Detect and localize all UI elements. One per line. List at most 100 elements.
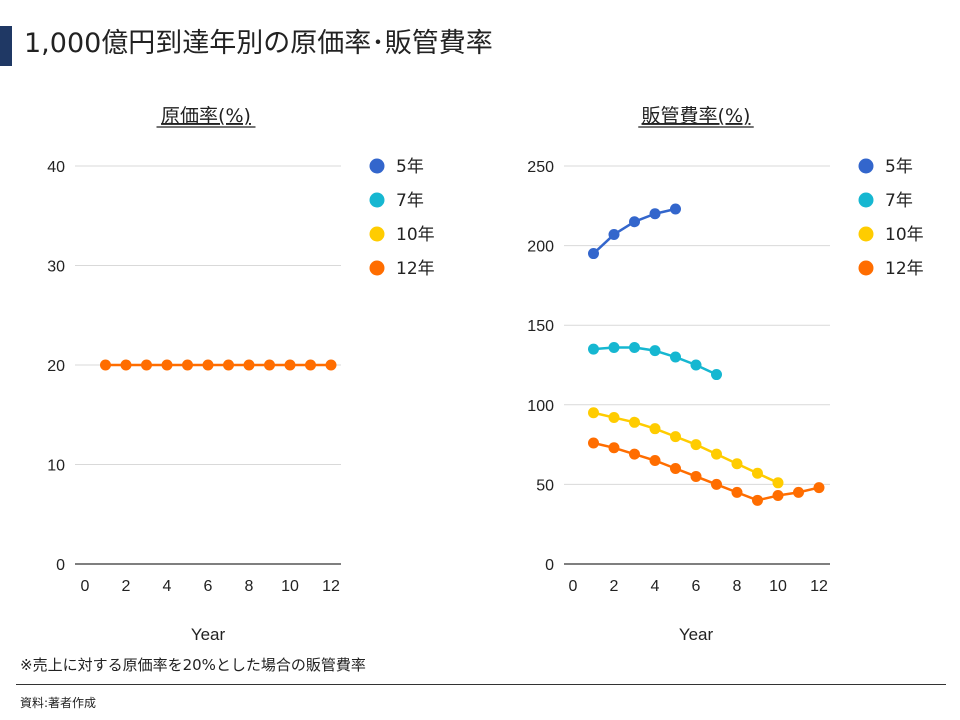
data-point-10年 [629, 416, 640, 428]
x-axis-label: Year [679, 625, 714, 644]
x-tick-label: 0 [569, 578, 578, 595]
data-point-5年 [670, 203, 681, 215]
legend-marker [858, 260, 874, 276]
data-point-12年 [325, 359, 337, 371]
data-point-12年 [284, 359, 296, 371]
y-tick-label: 150 [527, 318, 554, 335]
legend-label: 10年 [396, 225, 435, 245]
title-accent-bar [0, 26, 12, 66]
data-point-10年 [752, 467, 763, 479]
y-tick-label: 200 [527, 239, 554, 256]
series-line-5年 [592, 207, 676, 255]
legend-label: 10年 [885, 225, 924, 245]
data-point-12年 [223, 359, 234, 371]
data-point-12年 [813, 482, 825, 494]
x-tick-label: 6 [692, 578, 701, 595]
legend-label: 7年 [396, 191, 424, 211]
x-tick-label: 10 [769, 578, 787, 595]
legend-marker [858, 192, 874, 208]
legend-marker [369, 192, 385, 208]
data-point-10年 [772, 477, 784, 489]
data-point-12年 [182, 359, 193, 371]
data-point-10年 [588, 407, 599, 419]
legend-label: 12年 [396, 259, 435, 279]
data-point-5年 [588, 248, 599, 260]
data-point-10年 [731, 458, 743, 470]
legend-marker [369, 158, 385, 174]
divider [16, 684, 946, 685]
data-point-10年 [690, 439, 702, 451]
data-point-12年 [202, 359, 214, 371]
data-point-5年 [649, 208, 661, 220]
chart-sga-ratio: 販管費率(%) 0 50 100 150 200 250 0 2 4 6 8 10 12 Year 5年 7年 1… [527, 105, 923, 644]
data-point-12年 [629, 448, 640, 460]
x-tick-label: 4 [163, 578, 172, 595]
y-tick-label: 20 [47, 358, 65, 375]
data-point-12年 [243, 359, 255, 371]
data-point-12年 [752, 494, 763, 506]
x-tick-label: 2 [122, 578, 131, 595]
x-tick-label: 8 [733, 578, 742, 595]
legend-marker [369, 226, 385, 242]
y-tick-label: 50 [536, 477, 554, 494]
legend-label: 12年 [885, 259, 924, 279]
data-point-12年 [670, 462, 681, 474]
data-point-12年 [608, 442, 620, 454]
x-tick-label: 6 [204, 578, 213, 595]
y-tick-label: 40 [47, 159, 65, 176]
x-axis-label: Year [191, 625, 226, 644]
footnote: ※売上に対する原価率を20%とした場合の販管費率 [20, 656, 366, 674]
data-point-10年 [670, 431, 681, 443]
legend-marker [858, 158, 874, 174]
x-tick-label: 10 [281, 578, 299, 595]
data-point-12年 [141, 359, 152, 371]
data-point-7年 [649, 345, 661, 357]
data-point-12年 [793, 486, 804, 498]
data-point-7年 [588, 343, 599, 355]
data-point-12年 [731, 486, 743, 498]
y-tick-label: 100 [527, 398, 554, 415]
x-tick-label: 8 [245, 578, 254, 595]
data-point-12年 [588, 437, 599, 449]
data-point-12年 [264, 359, 275, 371]
data-point-7年 [670, 351, 681, 363]
chart-title: 原価率(%) [161, 105, 251, 127]
data-point-7年 [629, 341, 640, 353]
data-point-7年 [608, 341, 620, 353]
data-point-12年 [305, 359, 316, 371]
data-point-5年 [629, 216, 640, 228]
y-tick-label: 0 [545, 557, 554, 574]
x-tick-label: 12 [810, 578, 828, 595]
y-tick-label: 250 [527, 159, 554, 176]
legend-marker [858, 226, 874, 242]
series-line-10年 [593, 411, 779, 484]
chart-cost-ratio: 原価率(%) 0 10 20 30 40 0 2 4 6 8 10 12 Year 5年 7年 10年 12年 [47, 105, 434, 644]
x-tick-label: 0 [81, 578, 90, 595]
data-point-12年 [772, 490, 784, 502]
data-point-10年 [649, 423, 661, 435]
data-point-12年 [711, 478, 722, 490]
x-tick-label: 2 [610, 578, 619, 595]
chart-title: 販管費率(%) [642, 105, 751, 127]
series-line-12年 [593, 441, 820, 502]
x-tick-label: 4 [651, 578, 660, 595]
y-tick-label: 30 [47, 259, 65, 276]
data-point-12年 [120, 359, 132, 371]
legend-label: 7年 [885, 191, 913, 211]
page-title: 1,000億円到達年別の原価率･販管費率 [24, 28, 493, 59]
data-point-7年 [711, 369, 722, 381]
data-point-12年 [690, 470, 702, 482]
source-note: 資料:著者作成 [20, 696, 97, 710]
data-point-5年 [608, 228, 620, 240]
data-point-12年 [649, 455, 661, 467]
y-tick-label: 10 [47, 458, 65, 475]
data-point-12年 [161, 359, 173, 371]
legend-label: 5年 [396, 157, 424, 177]
legend-label: 5年 [885, 157, 913, 177]
data-point-12年 [100, 359, 111, 371]
data-point-10年 [711, 448, 722, 460]
data-point-7年 [690, 359, 702, 371]
y-tick-label: 0 [56, 557, 65, 574]
x-tick-label: 12 [322, 578, 340, 595]
